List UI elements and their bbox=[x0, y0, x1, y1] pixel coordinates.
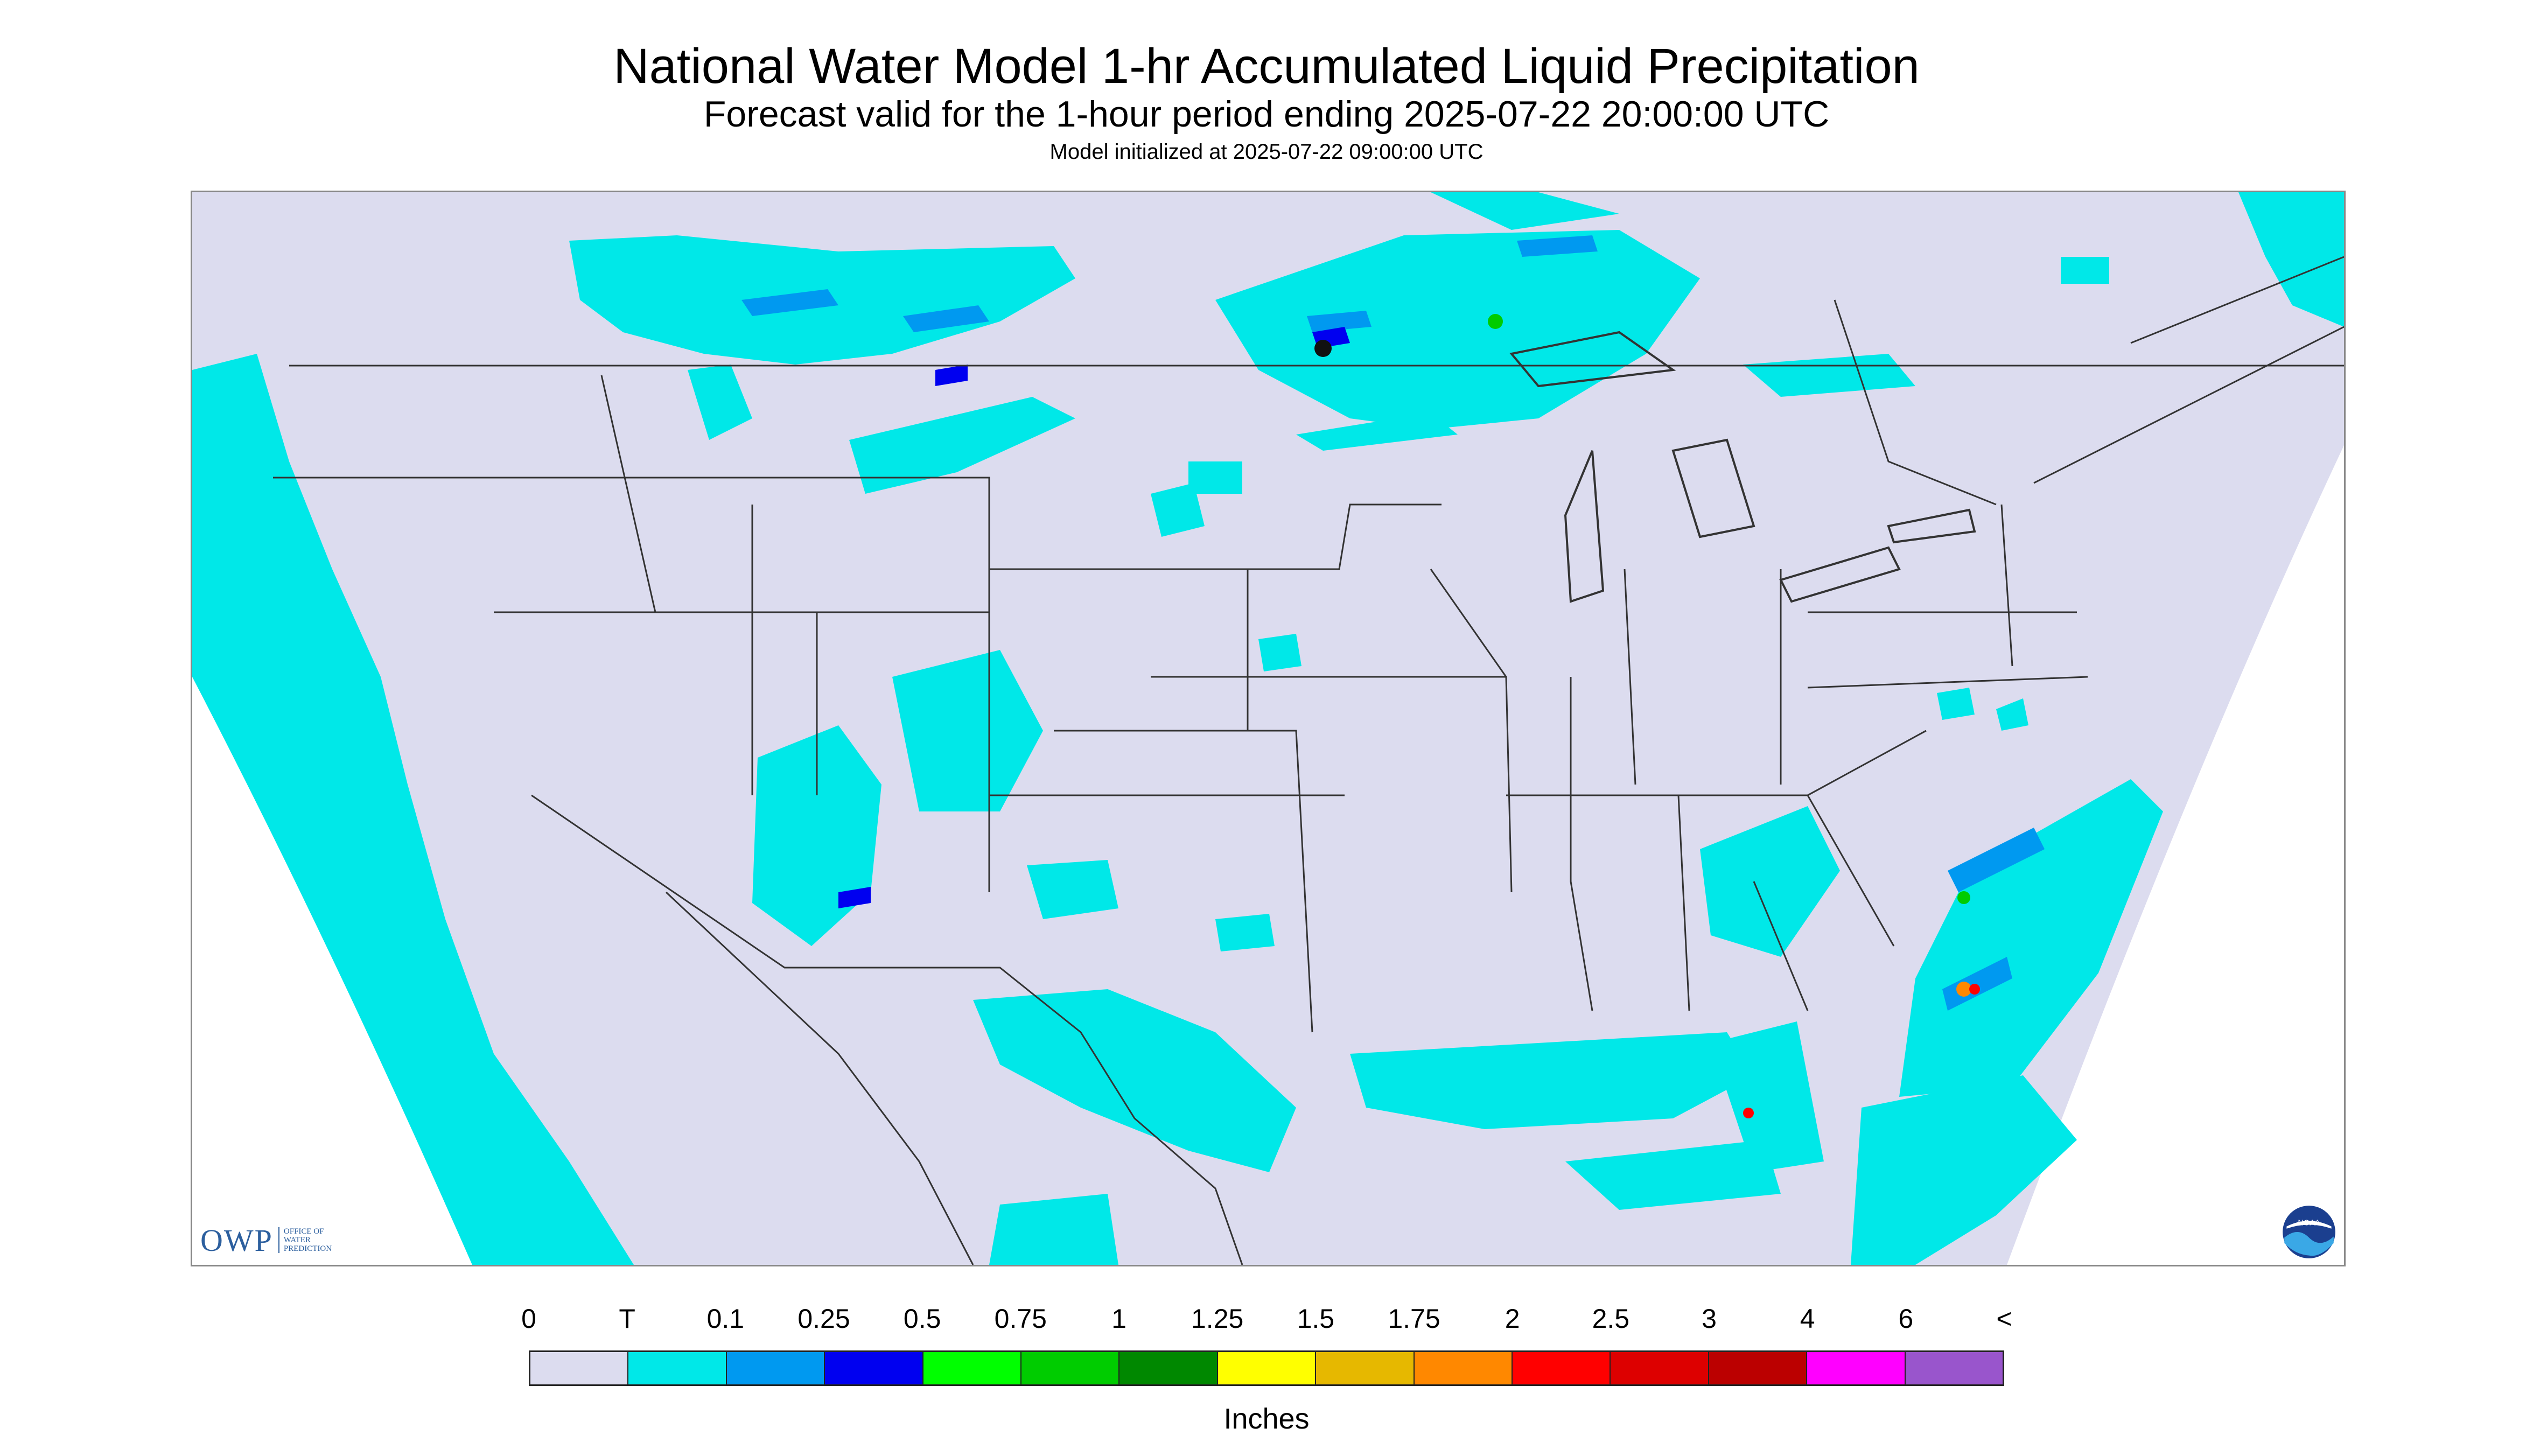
model-init-time: Model initialized at 2025-07-22 09:00:00… bbox=[1049, 140, 1484, 164]
precip-light-areas bbox=[741, 235, 2045, 1011]
legend-tick-label: 0.75 bbox=[994, 1304, 1047, 1334]
precip-heavy-areas bbox=[1314, 314, 1980, 1118]
legend-tick-label: 1.25 bbox=[1191, 1304, 1244, 1334]
legend-units: Inches bbox=[1223, 1403, 1310, 1435]
legend-swatch bbox=[923, 1352, 1022, 1384]
legend-tick-label: 1 bbox=[1111, 1304, 1126, 1334]
political-boundaries bbox=[273, 256, 2344, 1265]
owp-logo-subtext: OFFICE OF WATER PREDICTION bbox=[278, 1227, 332, 1253]
map-title: National Water Model 1-hr Accumulated Li… bbox=[613, 39, 1920, 94]
legend-swatch bbox=[1021, 1352, 1120, 1384]
legend-swatch bbox=[1807, 1352, 1906, 1384]
svg-text:NOAA: NOAA bbox=[2298, 1219, 2320, 1228]
owp-logo-text: OWP bbox=[200, 1222, 273, 1258]
legend-swatch bbox=[1217, 1352, 1317, 1384]
legend-tick-label: 2 bbox=[1505, 1304, 1520, 1334]
legend-tick-label: 0.5 bbox=[903, 1304, 941, 1334]
legend-tick-label: 4 bbox=[1800, 1304, 1815, 1334]
legend-swatch bbox=[1611, 1352, 1709, 1384]
legend-swatch bbox=[1709, 1352, 1808, 1384]
legend-swatch bbox=[1316, 1352, 1415, 1384]
legend-swatch bbox=[1905, 1352, 2003, 1384]
legend-swatch bbox=[1513, 1352, 1611, 1384]
legend-tick-label: 3 bbox=[1702, 1304, 1717, 1334]
legend-swatch bbox=[1119, 1352, 1218, 1384]
legend-tick-label: 1.75 bbox=[1388, 1304, 1440, 1334]
legend-tick-label: 0 bbox=[521, 1304, 536, 1334]
legend-tick-label: 0.1 bbox=[706, 1304, 745, 1334]
legend-swatch bbox=[726, 1352, 825, 1384]
legend-color-bar bbox=[529, 1350, 2004, 1386]
legend-tick-label: T bbox=[619, 1304, 635, 1334]
map-svg bbox=[192, 192, 2344, 1265]
great-lakes bbox=[1509, 331, 1976, 603]
legend-tick-label: 1.5 bbox=[1297, 1304, 1335, 1334]
legend-swatch bbox=[628, 1352, 727, 1384]
precip-map bbox=[191, 191, 2346, 1266]
legend-tick-label: 6 bbox=[1898, 1304, 1914, 1334]
legend-swatch bbox=[1414, 1352, 1513, 1384]
owp-logo: OWP OFFICE OF WATER PREDICTION bbox=[200, 1221, 332, 1259]
legend-swatch bbox=[530, 1352, 629, 1384]
legend-tick-label: 0.25 bbox=[797, 1304, 850, 1334]
legend-tick-label: 2.5 bbox=[1592, 1304, 1630, 1334]
legend-swatch bbox=[825, 1352, 923, 1384]
noaa-logo: NOAA bbox=[2282, 1205, 2336, 1259]
legend-tick-label: < bbox=[1996, 1304, 2012, 1334]
model-domain bbox=[192, 192, 2344, 1265]
map-subtitle: Forecast valid for the 1-hour period end… bbox=[703, 94, 1830, 135]
